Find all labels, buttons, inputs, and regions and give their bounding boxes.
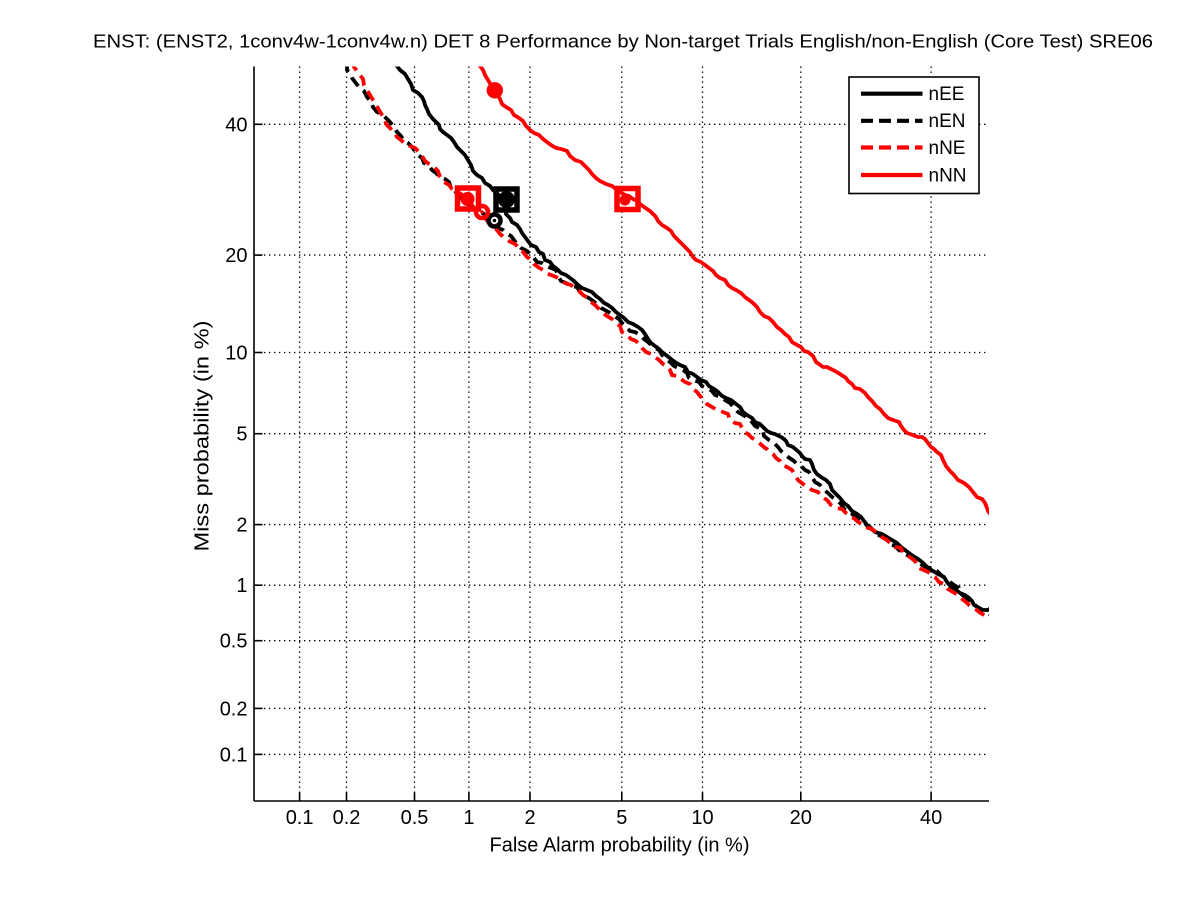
svg-text:2: 2 <box>524 807 535 829</box>
svg-text:5: 5 <box>616 807 627 829</box>
svg-text:5: 5 <box>236 424 247 446</box>
svg-text:0.1: 0.1 <box>286 807 314 829</box>
svg-text:ENST: (ENST2, 1conv4w-1conv4w.: ENST: (ENST2, 1conv4w-1conv4w.n) DET 8 P… <box>93 32 1153 52</box>
svg-text:10: 10 <box>225 343 247 365</box>
svg-text:0.2: 0.2 <box>220 698 248 720</box>
svg-text:40: 40 <box>225 114 247 136</box>
svg-text:0.1: 0.1 <box>220 744 248 766</box>
svg-text:0.2: 0.2 <box>333 807 361 829</box>
svg-text:20: 20 <box>790 807 812 829</box>
svg-text:1: 1 <box>236 575 247 597</box>
svg-text:20: 20 <box>225 245 247 267</box>
svg-text:2: 2 <box>236 515 247 537</box>
svg-text:10: 10 <box>691 807 713 829</box>
svg-text:nEN: nEN <box>929 111 966 132</box>
svg-text:False Alarm probability (in %): False Alarm probability (in %) <box>490 835 750 857</box>
svg-text:1: 1 <box>463 807 474 829</box>
svg-text:0.5: 0.5 <box>220 631 248 653</box>
svg-text:nEE: nEE <box>929 84 965 105</box>
svg-text:nNE: nNE <box>929 138 966 159</box>
svg-text:0.5: 0.5 <box>401 807 429 829</box>
svg-text:Miss probability (in %): Miss probability (in %) <box>192 321 214 552</box>
svg-text:40: 40 <box>920 807 942 829</box>
svg-text:nNN: nNN <box>929 166 967 187</box>
